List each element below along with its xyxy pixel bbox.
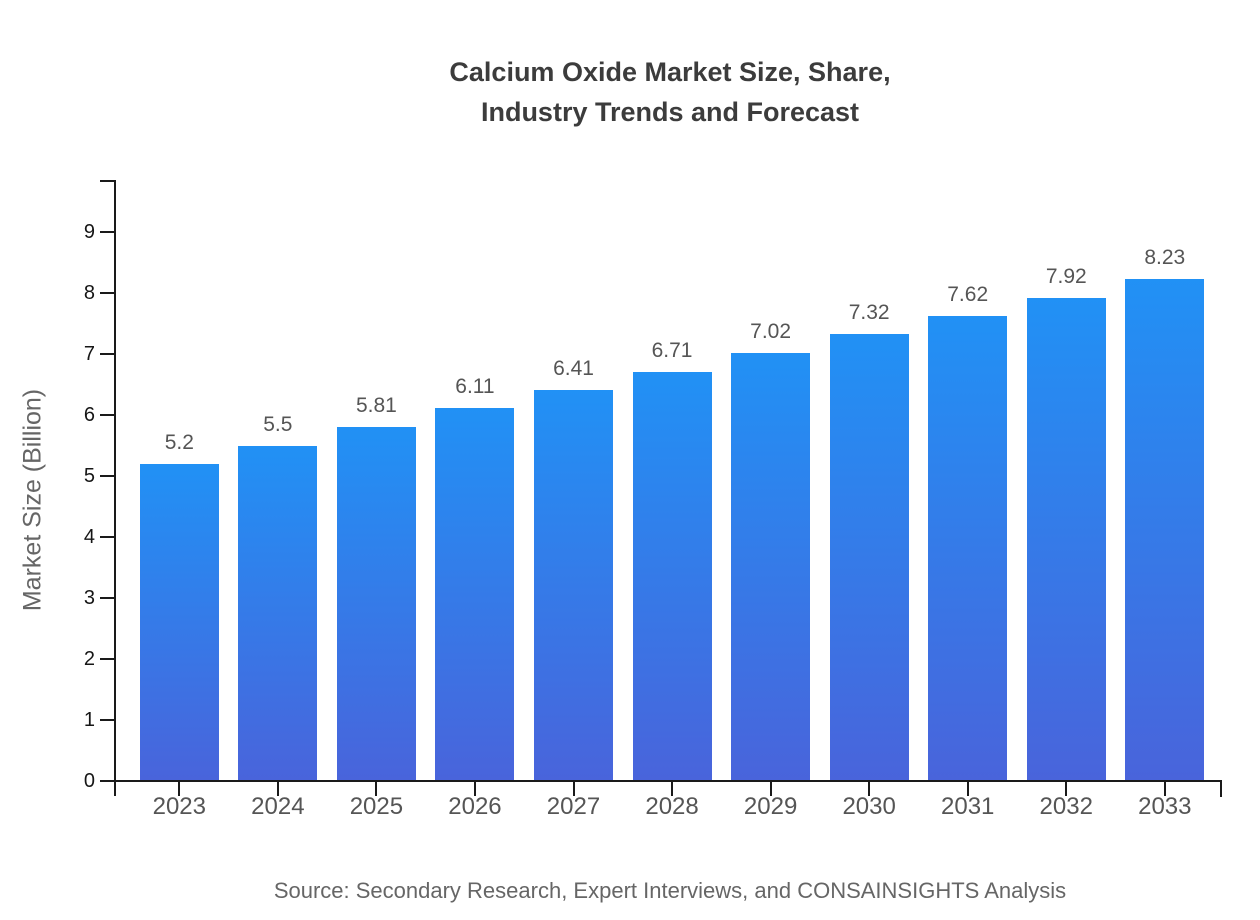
x-axis-tick — [868, 781, 871, 796]
x-axis-tick — [769, 781, 772, 796]
x-axis-tick — [473, 781, 476, 796]
x-axis-tick — [178, 781, 181, 796]
x-axis-tick-label: 2023 — [152, 793, 206, 820]
bar — [238, 445, 318, 780]
bar — [336, 426, 416, 780]
x-axis-tick-label: 2031 — [940, 793, 995, 820]
y-axis-tick-label: 1 — [83, 709, 95, 731]
y-axis-tick-label: 6 — [83, 404, 95, 426]
x-axis-tick — [1163, 781, 1166, 796]
y-axis-tick-label: 3 — [83, 587, 95, 609]
y-axis-tick — [100, 536, 115, 538]
bar — [731, 352, 811, 780]
x-axis-tick — [572, 781, 575, 796]
y-axis-tick — [100, 414, 115, 416]
y-axis-tick — [100, 353, 115, 355]
x-axis-tick — [671, 781, 674, 796]
bar-value-label: 5.5 — [263, 412, 293, 436]
bar-value-label: 8.23 — [1144, 245, 1186, 269]
bar-value-label: 7.32 — [848, 301, 890, 325]
bar-value-label: 6.41 — [553, 356, 594, 380]
bar — [534, 389, 613, 780]
x-axis-tick-label: 2030 — [842, 793, 896, 820]
x-axis-right-cap — [1220, 780, 1222, 797]
x-axis-line — [114, 780, 1222, 782]
x-axis-tick-label: 2027 — [546, 793, 601, 820]
x-axis-tick — [276, 781, 279, 796]
source-note: Source: Secondary Research, Expert Inter… — [273, 878, 1067, 903]
x-axis-tick-label: 2032 — [1039, 793, 1093, 820]
y-axis-tick-label: 0 — [83, 770, 95, 792]
x-axis-tick-label: 2025 — [349, 793, 404, 820]
bar — [928, 316, 1008, 780]
bar-value-label: 5.2 — [164, 430, 194, 454]
bar-value-label: 7.02 — [750, 319, 792, 343]
bar-value-label: 5.81 — [355, 393, 397, 417]
bar — [139, 463, 219, 780]
x-axis-tick-label: 2033 — [1138, 793, 1192, 820]
y-axis-tick-label: 2 — [83, 648, 95, 670]
bar-value-label: 7.92 — [1045, 264, 1087, 288]
bar-value-label: 7.62 — [947, 283, 989, 307]
bar — [435, 408, 515, 780]
y-axis-tick-label: 8 — [83, 282, 95, 304]
y-axis-tick — [100, 292, 115, 294]
bar-value-label: 6.71 — [651, 338, 693, 362]
bar — [632, 371, 712, 780]
chart-title-line-1: Calcium Oxide Market Size, Share, — [449, 57, 891, 87]
y-axis-tick-label: 4 — [83, 526, 95, 548]
x-axis-tick — [375, 781, 378, 796]
y-axis-tick — [100, 475, 115, 477]
bar — [1026, 297, 1106, 780]
x-axis-tick-label: 2026 — [448, 793, 502, 820]
chart-title-line-2: Industry Trends and Forecast — [480, 97, 860, 127]
y-axis-tick-label: 9 — [83, 221, 95, 243]
y-axis-top-cap — [100, 180, 116, 182]
bar — [1125, 278, 1205, 780]
x-axis-tick — [966, 781, 969, 796]
bar — [829, 334, 909, 780]
y-axis-tick — [100, 658, 115, 660]
x-axis-tick-label: 2024 — [251, 793, 305, 820]
y-axis-tick-label: 5 — [83, 465, 95, 487]
x-axis-tick — [1065, 781, 1068, 796]
y-axis-tick — [100, 719, 115, 721]
y-axis-line — [114, 180, 116, 796]
y-axis-tick — [100, 780, 115, 782]
y-axis-tick-label: 7 — [83, 343, 95, 365]
x-axis-tick-label: 2028 — [645, 793, 699, 820]
x-axis-tick-label: 2029 — [743, 793, 798, 820]
y-axis-tick — [100, 231, 115, 233]
bar-value-label: 6.11 — [455, 375, 495, 399]
chart-title: Calcium Oxide Market Size, Share, Indust… — [80, 52, 1260, 132]
y-axis-tick — [100, 597, 115, 599]
